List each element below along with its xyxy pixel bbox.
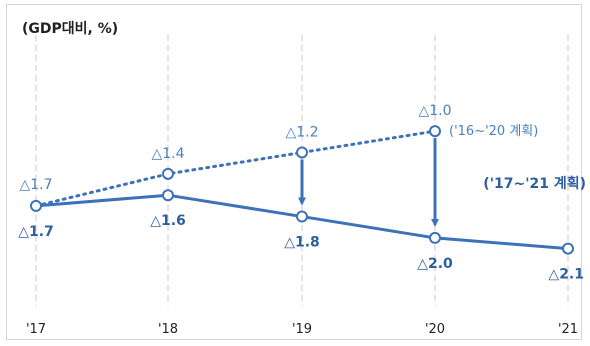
data-label-solid: △1.7: [18, 224, 54, 240]
point-solid: [162, 189, 174, 202]
point-solid: [562, 242, 574, 255]
series-name-dotted: ('16~'20 계획): [449, 124, 538, 139]
x-tick-label: '17: [26, 322, 46, 337]
data-label-solid: △1.8: [284, 235, 320, 251]
series-name-solid: ('17~'21 계획): [483, 175, 586, 192]
data-label-solid: △2.0: [417, 256, 453, 272]
data-label-dotted: △1.0: [418, 103, 451, 119]
point-dotted: [429, 125, 441, 138]
data-label-solid: △1.6: [150, 213, 186, 229]
point-solid: [30, 199, 42, 212]
data-label-dotted: △1.7: [19, 177, 52, 193]
x-tick-label: '19: [292, 322, 312, 337]
point-solid: [429, 231, 441, 244]
point-solid: [296, 210, 308, 223]
point-dotted: [296, 146, 308, 159]
point-dotted: [162, 167, 174, 180]
x-tick-label: '18: [158, 322, 178, 337]
unit-label: (GDP대비, %): [22, 21, 119, 37]
data-label-solid: △2.1: [548, 267, 584, 283]
data-label-dotted: △1.2: [285, 124, 318, 140]
chart-frame: [6, 4, 582, 340]
x-tick-label: '21: [558, 322, 578, 337]
series-line-dotted: [34, 129, 437, 208]
x-tick-label: '20: [425, 322, 445, 337]
data-label-dotted: △1.4: [151, 146, 184, 162]
